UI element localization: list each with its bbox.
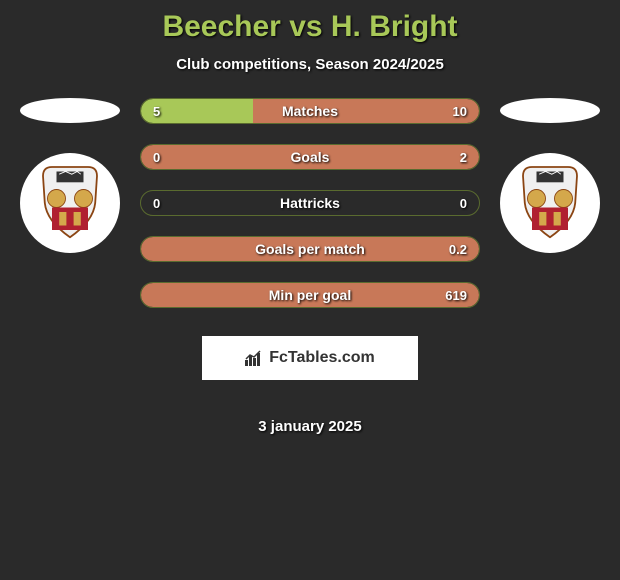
date-text: 3 january 2025 <box>140 418 480 435</box>
fctables-logo: FcTables.com <box>202 336 418 380</box>
stat-value-right: 10 <box>453 99 467 123</box>
stat-label: Matches <box>141 99 479 123</box>
stat-bar: Min per goal619 <box>140 282 480 308</box>
comparison-widget: Beecher vs H. Bright Club competitions, … <box>0 0 620 445</box>
stats-column: 5Matches100Goals20Hattricks0Goals per ma… <box>140 98 480 435</box>
player-left-column <box>20 98 120 253</box>
player-right-column <box>500 98 600 253</box>
club-crest-right <box>500 153 600 253</box>
stat-value-right: 0.2 <box>449 237 467 261</box>
stat-bar: 0Hattricks0 <box>140 190 480 216</box>
content-row: 5Matches100Goals20Hattricks0Goals per ma… <box>0 98 620 435</box>
page-title: Beecher vs H. Bright <box>0 10 620 44</box>
subtitle: Club competitions, Season 2024/2025 <box>0 56 620 73</box>
stat-value-right: 2 <box>460 145 467 169</box>
stat-bar: Goals per match0.2 <box>140 236 480 262</box>
stat-value-right: 0 <box>460 191 467 215</box>
club-crest-left <box>20 153 120 253</box>
stat-label: Min per goal <box>141 283 479 307</box>
logo-text: FcTables.com <box>269 349 375 367</box>
stat-label: Goals per match <box>141 237 479 261</box>
stat-value-right: 619 <box>445 283 467 307</box>
player-left-avatar <box>20 98 120 123</box>
stat-bar: 5Matches10 <box>140 98 480 124</box>
stat-bar: 0Goals2 <box>140 144 480 170</box>
stat-label: Hattricks <box>141 191 479 215</box>
player-right-avatar <box>500 98 600 123</box>
stat-label: Goals <box>141 145 479 169</box>
